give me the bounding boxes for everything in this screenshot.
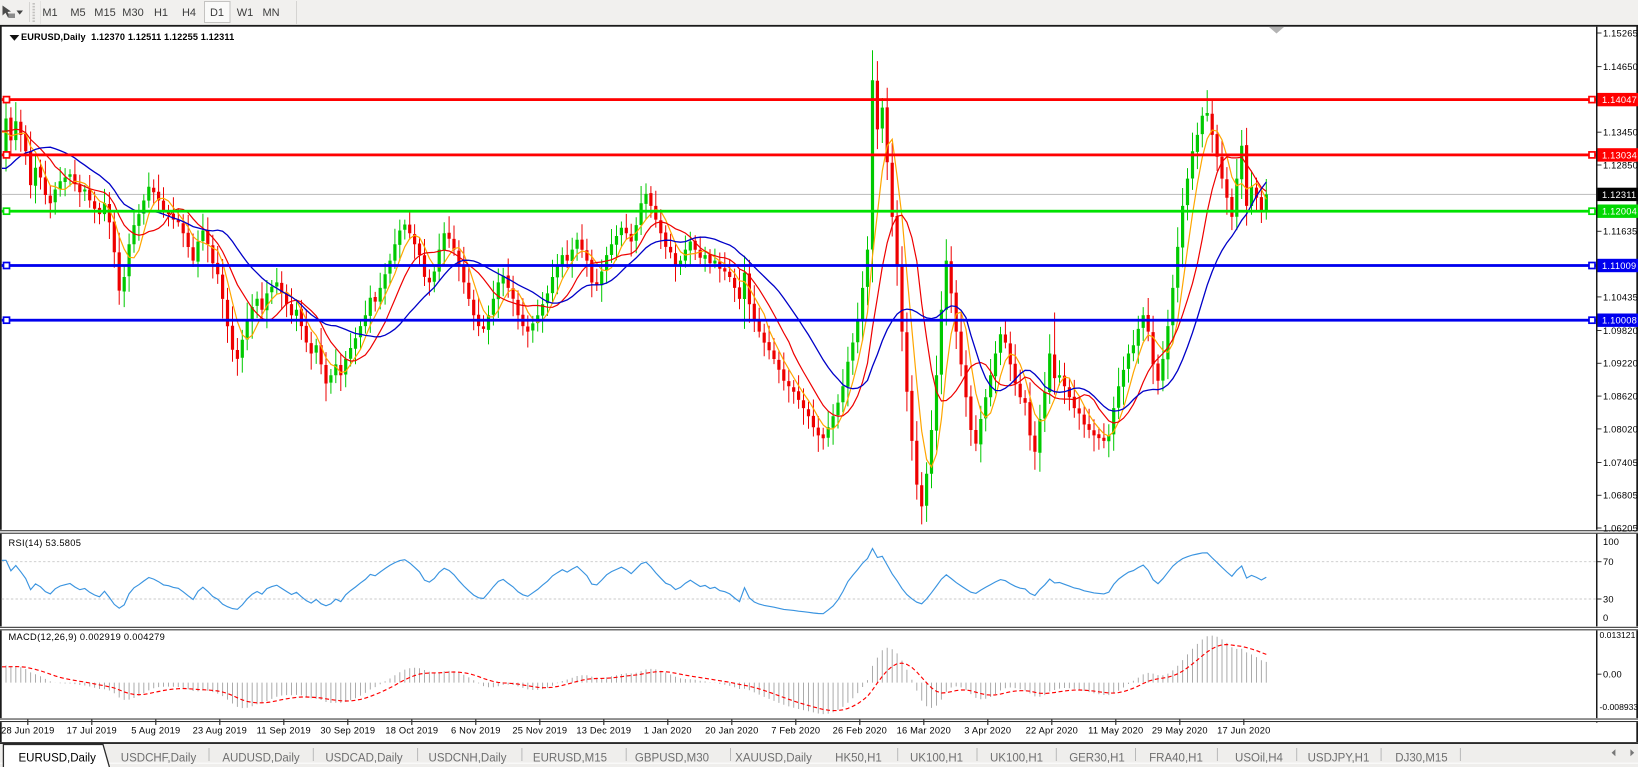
svg-text:USDCHF,Daily: USDCHF,Daily bbox=[121, 753, 197, 765]
svg-text:HK50,H1: HK50,H1 bbox=[835, 753, 882, 765]
svg-text:18 Oct 2019: 18 Oct 2019 bbox=[385, 726, 438, 736]
svg-text:1.12311: 1.12311 bbox=[1602, 190, 1636, 200]
svg-text:13 Dec 2019: 13 Dec 2019 bbox=[576, 726, 631, 736]
svg-text:1.14047: 1.14047 bbox=[1602, 95, 1637, 105]
svg-text:D1: D1 bbox=[210, 7, 224, 19]
svg-text:6 Nov 2019: 6 Nov 2019 bbox=[451, 726, 501, 736]
svg-text:AUDUSD,Daily: AUDUSD,Daily bbox=[222, 753, 300, 765]
svg-text:3 Apr 2020: 3 Apr 2020 bbox=[964, 726, 1011, 736]
svg-text:MN: MN bbox=[262, 7, 279, 19]
svg-text:70: 70 bbox=[1603, 557, 1614, 567]
svg-text:17 Jul 2019: 17 Jul 2019 bbox=[67, 726, 117, 736]
svg-text:EURUSD,M15: EURUSD,M15 bbox=[533, 753, 607, 765]
svg-text:M5: M5 bbox=[70, 7, 85, 19]
svg-text:EURUSD,Daily: EURUSD,Daily bbox=[19, 753, 97, 765]
svg-text:H1: H1 bbox=[154, 7, 168, 19]
svg-text:1.13450: 1.13450 bbox=[1603, 128, 1638, 138]
svg-text:DJ30,M15: DJ30,M15 bbox=[1395, 753, 1447, 765]
svg-text:FRA40,H1: FRA40,H1 bbox=[1149, 753, 1203, 765]
svg-text:22 Apr 2020: 22 Apr 2020 bbox=[1026, 726, 1078, 736]
svg-text:25 Nov 2019: 25 Nov 2019 bbox=[512, 726, 567, 736]
svg-text:USDJPY,H1: USDJPY,H1 bbox=[1308, 753, 1370, 765]
svg-text:0.013121: 0.013121 bbox=[1600, 630, 1636, 640]
svg-text:UK100,H1: UK100,H1 bbox=[990, 753, 1043, 765]
svg-text:30: 30 bbox=[1603, 594, 1614, 604]
svg-text:1.09220: 1.09220 bbox=[1603, 359, 1638, 369]
svg-text:-0.008933: -0.008933 bbox=[1600, 702, 1638, 712]
svg-text:UK100,H1: UK100,H1 bbox=[910, 753, 963, 765]
svg-text:1.08620: 1.08620 bbox=[1603, 392, 1638, 402]
svg-text:1.07405: 1.07405 bbox=[1603, 458, 1638, 468]
svg-text:1.11009: 1.11009 bbox=[1602, 261, 1636, 271]
svg-text:1.10435: 1.10435 bbox=[1603, 292, 1638, 302]
svg-text:29 May 2020: 29 May 2020 bbox=[1152, 726, 1208, 736]
svg-text:USDCAD,Daily: USDCAD,Daily bbox=[325, 753, 403, 765]
svg-text:M1: M1 bbox=[42, 7, 57, 19]
svg-text:1.08020: 1.08020 bbox=[1603, 424, 1638, 434]
svg-text:100: 100 bbox=[1603, 537, 1619, 547]
svg-text:XAUUSD,Daily: XAUUSD,Daily bbox=[735, 753, 812, 765]
svg-text:MACD(12,26,9) 0.002919 0.00427: MACD(12,26,9) 0.002919 0.004279 bbox=[9, 632, 166, 642]
svg-text:1.10008: 1.10008 bbox=[1602, 316, 1637, 326]
svg-text:5 Aug 2019: 5 Aug 2019 bbox=[131, 726, 180, 736]
svg-text:11 May 2020: 11 May 2020 bbox=[1088, 726, 1143, 736]
svg-text:H4: H4 bbox=[182, 7, 196, 19]
svg-text:30 Sep 2019: 30 Sep 2019 bbox=[320, 726, 375, 736]
svg-text:RSI(14) 53.5805: RSI(14) 53.5805 bbox=[9, 538, 82, 548]
svg-text:1.06205: 1.06205 bbox=[1603, 523, 1638, 533]
svg-text:USDCNH,Daily: USDCNH,Daily bbox=[429, 753, 507, 765]
svg-text:USOil,H4: USOil,H4 bbox=[1235, 753, 1284, 765]
svg-text:7 Feb 2020: 7 Feb 2020 bbox=[771, 726, 820, 736]
svg-text:1.09820: 1.09820 bbox=[1603, 326, 1638, 336]
svg-text:EURUSD,Daily 1.12370 1.12511: EURUSD,Daily 1.12370 1.12511 1.12255 1.1… bbox=[21, 32, 234, 42]
svg-text:W1: W1 bbox=[237, 7, 254, 19]
svg-text:M30: M30 bbox=[122, 7, 143, 19]
svg-text:1.14650: 1.14650 bbox=[1603, 62, 1638, 72]
svg-text:GER30,H1: GER30,H1 bbox=[1069, 753, 1125, 765]
svg-text:1.15265: 1.15265 bbox=[1603, 28, 1638, 38]
svg-text:1.13034: 1.13034 bbox=[1602, 150, 1637, 160]
svg-text:20 Jan 2020: 20 Jan 2020 bbox=[705, 726, 758, 736]
svg-text:0.00: 0.00 bbox=[1603, 670, 1622, 680]
svg-text:1.06805: 1.06805 bbox=[1603, 491, 1638, 501]
svg-text:1.11635: 1.11635 bbox=[1603, 227, 1637, 237]
svg-text:0: 0 bbox=[1603, 613, 1608, 623]
svg-text:M15: M15 bbox=[94, 7, 115, 19]
svg-text:28 Jun 2019: 28 Jun 2019 bbox=[1, 726, 54, 736]
svg-text:1 Jan 2020: 1 Jan 2020 bbox=[644, 726, 692, 736]
svg-text:17 Jun 2020: 17 Jun 2020 bbox=[1217, 726, 1270, 736]
svg-text:11 Sep 2019: 11 Sep 2019 bbox=[257, 726, 311, 736]
svg-text:1.12850: 1.12850 bbox=[1603, 160, 1638, 170]
svg-text:26 Feb 2020: 26 Feb 2020 bbox=[833, 726, 887, 736]
svg-text:16 Mar 2020: 16 Mar 2020 bbox=[897, 726, 951, 736]
svg-text:1.12004: 1.12004 bbox=[1602, 207, 1637, 217]
svg-text:23 Aug 2019: 23 Aug 2019 bbox=[193, 726, 247, 736]
svg-text:GBPUSD,M30: GBPUSD,M30 bbox=[635, 753, 709, 765]
